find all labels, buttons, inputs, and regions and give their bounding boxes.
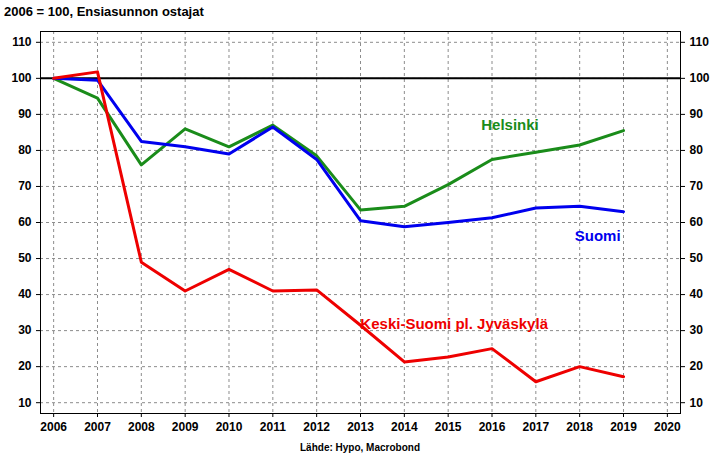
svg-text:2013: 2013 — [347, 420, 374, 434]
svg-text:2012: 2012 — [303, 420, 330, 434]
svg-text:2010: 2010 — [216, 420, 243, 434]
html-text:Lähde: Hypo, Macrobond: Lähde: Hypo, Macrobond — [300, 442, 420, 453]
svg-text:Helsinki: Helsinki — [481, 116, 539, 133]
svg-text:30: 30 — [18, 323, 32, 337]
svg-text:80: 80 — [690, 143, 704, 157]
svg-text:10: 10 — [690, 396, 704, 410]
svg-text:2009: 2009 — [172, 420, 199, 434]
svg-text:40: 40 — [690, 287, 704, 301]
svg-text:10: 10 — [18, 396, 32, 410]
svg-text:90: 90 — [18, 107, 32, 121]
svg-text:50: 50 — [18, 251, 32, 265]
svg-text:100: 100 — [690, 71, 710, 85]
svg-text:80: 80 — [18, 143, 32, 157]
svg-text:2017: 2017 — [522, 420, 549, 434]
svg-text:60: 60 — [18, 215, 32, 229]
svg-text:2008: 2008 — [128, 420, 155, 434]
svg-text:2020: 2020 — [654, 420, 681, 434]
svg-text:2016: 2016 — [479, 420, 506, 434]
svg-text:Keski-Suomi pl. Jyväskylä: Keski-Suomi pl. Jyväskylä — [360, 315, 548, 332]
svg-text:110: 110 — [690, 35, 710, 49]
html-text:2006 = 100, Ensiasunnon ostaja: 2006 = 100, Ensiasunnon ostajat — [4, 4, 204, 19]
svg-text:2007: 2007 — [84, 420, 111, 434]
svg-text:2006: 2006 — [40, 420, 67, 434]
svg-text:2011: 2011 — [260, 420, 286, 434]
svg-text:20: 20 — [18, 359, 32, 373]
svg-text:90: 90 — [690, 107, 704, 121]
svg-text:40: 40 — [18, 287, 32, 301]
svg-text:70: 70 — [18, 179, 32, 193]
svg-text:Suomi: Suomi — [575, 227, 621, 244]
svg-text:60: 60 — [690, 215, 704, 229]
svg-text:20: 20 — [690, 359, 704, 373]
svg-text:50: 50 — [690, 251, 704, 265]
svg-text:2015: 2015 — [435, 420, 462, 434]
svg-text:100: 100 — [11, 71, 31, 85]
svg-text:30: 30 — [690, 323, 704, 337]
svg-text:2014: 2014 — [391, 420, 418, 434]
svg-text:2018: 2018 — [566, 420, 593, 434]
svg-text:110: 110 — [12, 35, 32, 49]
svg-text:2019: 2019 — [610, 420, 637, 434]
svg-text:70: 70 — [690, 179, 704, 193]
